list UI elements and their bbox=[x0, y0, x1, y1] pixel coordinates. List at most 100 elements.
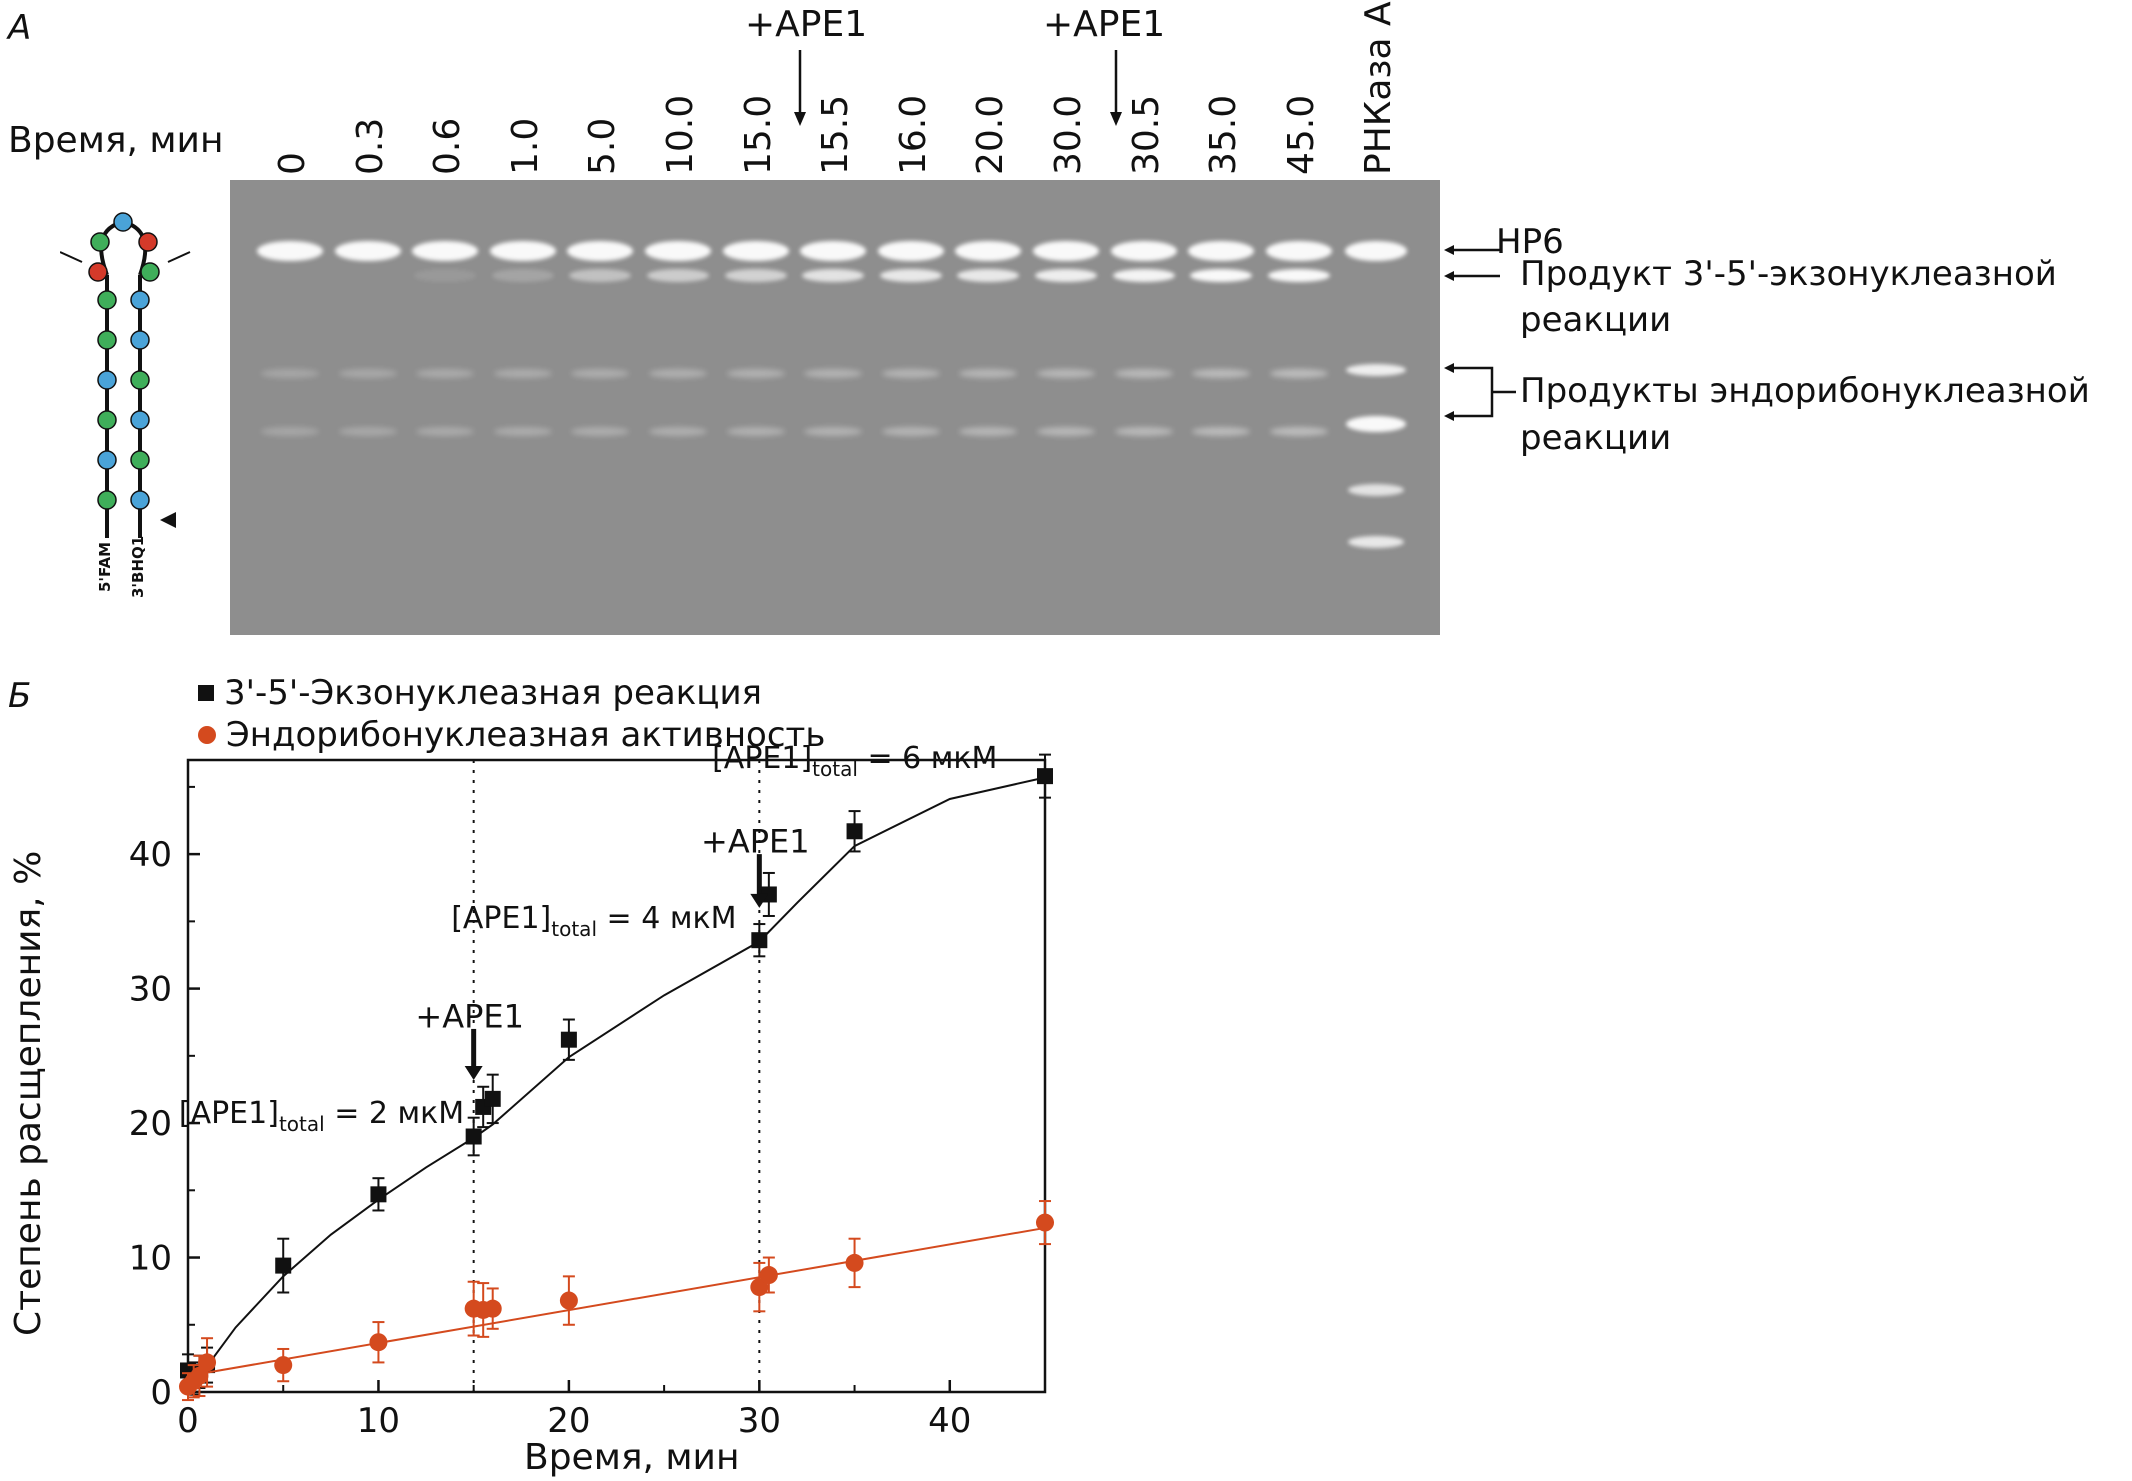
gel-band-endo-product bbox=[1269, 368, 1328, 378]
gel-band-exo-product bbox=[647, 268, 709, 282]
gel-band-endo-product bbox=[649, 368, 707, 378]
gel-band-hp6 bbox=[645, 241, 711, 261]
gel-band-exo-product bbox=[1267, 268, 1330, 282]
legend-square-marker bbox=[198, 685, 214, 701]
ape1-annotation-arrowhead bbox=[464, 1066, 483, 1081]
data-point bbox=[846, 823, 863, 840]
gel-band-endo-product bbox=[1192, 426, 1251, 436]
gel-band-endo-product bbox=[1114, 368, 1173, 378]
x-tick-label: 10 bbox=[357, 1401, 400, 1441]
x-tick-label: 40 bbox=[928, 1401, 971, 1441]
gel-band-hp6 bbox=[1265, 241, 1332, 261]
label-exo-product-line1: Продукт 3'-5'-экзонуклеазной bbox=[1520, 254, 2057, 294]
hairpin-diagram bbox=[60, 212, 191, 538]
data-point bbox=[190, 1366, 209, 1385]
gel-band-endo-product bbox=[416, 426, 475, 436]
gel-band-endo-product bbox=[261, 426, 319, 436]
gel-band-endo-product bbox=[1037, 368, 1095, 378]
gel-band-endo-product bbox=[571, 426, 630, 436]
gel-band-endo-product bbox=[726, 426, 785, 436]
gel-band-hp6 bbox=[1188, 241, 1255, 261]
gel-band-endo-product bbox=[1192, 368, 1251, 378]
gel-band-rnase-fragment bbox=[1348, 536, 1405, 548]
gel-band-hp6 bbox=[955, 241, 1022, 261]
gel-band-exo-product bbox=[1190, 268, 1253, 282]
ape1-annotation-label: +APE1 bbox=[415, 997, 524, 1035]
y-tick-label: 10 bbox=[129, 1239, 172, 1279]
y-tick-label: 20 bbox=[129, 1104, 172, 1144]
data-point bbox=[1036, 1213, 1054, 1232]
gel-band-rnase-fragment bbox=[1346, 364, 1407, 376]
concentration-annotation: [APE1]total = 6 мкМ bbox=[712, 741, 997, 781]
gel-band-hp6 bbox=[489, 241, 556, 261]
data-point bbox=[198, 1353, 217, 1372]
data-point bbox=[274, 1356, 293, 1375]
gel-band-exo-product bbox=[1035, 268, 1097, 282]
gel-band-endo-product bbox=[649, 426, 707, 436]
label-endo-products-line1: Продукты эндорибонуклеазной bbox=[1520, 371, 2090, 411]
gel-image bbox=[230, 180, 1440, 635]
gel-band-endo-product bbox=[571, 368, 630, 378]
gel-band-exo-product bbox=[414, 268, 477, 282]
panel-b-letter: Б bbox=[8, 676, 32, 716]
gel-band-endo-product bbox=[881, 368, 940, 378]
gel-band-hp6 bbox=[800, 241, 867, 261]
concentration-annotation: [APE1]total = 4 мкМ bbox=[451, 901, 736, 941]
ape-marker-arrows bbox=[794, 50, 1122, 126]
gel-band-hp6 bbox=[1033, 241, 1099, 261]
label-exo-product-line2: реакции bbox=[1520, 300, 1672, 340]
panel-a-letter: А bbox=[8, 8, 32, 48]
gel-band-endo-product bbox=[416, 368, 475, 378]
legend: 3'-5'-Экзонуклеазная реакция Эндорибонук… bbox=[198, 672, 825, 756]
label-hp6: HP6 bbox=[1496, 222, 1564, 262]
gel-band-hp6 bbox=[567, 241, 634, 261]
legend-item-exo: 3'-5'-Экзонуклеазная реакция bbox=[198, 672, 825, 714]
gel-band-hp6 bbox=[412, 241, 479, 261]
data-point bbox=[845, 1253, 864, 1272]
legend-item-endo: Эндорибонуклеазная активность bbox=[198, 714, 825, 756]
data-point bbox=[369, 1333, 388, 1352]
data-point bbox=[751, 932, 768, 949]
x-tick-label: 30 bbox=[738, 1401, 781, 1441]
gel-band-endo-product bbox=[493, 426, 552, 436]
fit-curve bbox=[187, 776, 1046, 1393]
gel-band-endo-product bbox=[1269, 426, 1328, 436]
gel-band-endo-product bbox=[338, 368, 397, 378]
gel-band-exo-product bbox=[879, 268, 942, 282]
gel-band-endo-product bbox=[804, 426, 863, 436]
ape-marker-2: +APE1 bbox=[1043, 4, 1165, 45]
gel-band-endo-product bbox=[959, 368, 1018, 378]
data-point bbox=[559, 1291, 578, 1310]
plot-frame bbox=[186, 758, 1047, 1394]
y-tick-label: 0 bbox=[150, 1373, 172, 1413]
ape-marker-1: +APE1 bbox=[745, 4, 867, 45]
data-point bbox=[560, 1031, 577, 1048]
x-axis-label: Время, мин bbox=[524, 1437, 740, 1478]
gel-band-endo-product bbox=[726, 368, 785, 378]
gel-band-exo-product bbox=[802, 268, 865, 282]
gel-band-endo-product bbox=[1037, 426, 1095, 436]
data-point bbox=[465, 1128, 482, 1145]
gel-band-exo-product bbox=[1112, 268, 1175, 282]
ape1-annotation-arrowhead bbox=[750, 893, 769, 908]
gel-band-exo-product bbox=[569, 268, 632, 282]
gel-band-endo-product bbox=[804, 368, 863, 378]
gel-band-hp6 bbox=[877, 241, 944, 261]
data-point bbox=[1037, 768, 1053, 785]
gel-band-endo-product bbox=[493, 368, 552, 378]
gel-band-rnase-fragment bbox=[1346, 416, 1407, 432]
data-point bbox=[759, 1266, 778, 1285]
ape-marker-1-label: +APE1 bbox=[745, 4, 868, 45]
legend-label-endo: Эндорибонуклеазная активность bbox=[226, 715, 826, 755]
data-point bbox=[483, 1299, 502, 1318]
y-tick-label: 30 bbox=[129, 970, 172, 1010]
gel-band-endo-product bbox=[959, 426, 1018, 436]
gel-band-exo-product bbox=[724, 268, 787, 282]
concentration-annotation: [APE1]total = 2 мкМ bbox=[179, 1096, 464, 1136]
gel-band-endo-product bbox=[261, 368, 319, 378]
gel-band-rnase-fragment bbox=[1348, 484, 1405, 496]
y-tick-label: 40 bbox=[129, 835, 172, 875]
data-point bbox=[275, 1257, 292, 1274]
legend-circle-marker bbox=[198, 726, 216, 744]
legend-label-exo: 3'-5'-Экзонуклеазная реакция bbox=[224, 673, 762, 713]
